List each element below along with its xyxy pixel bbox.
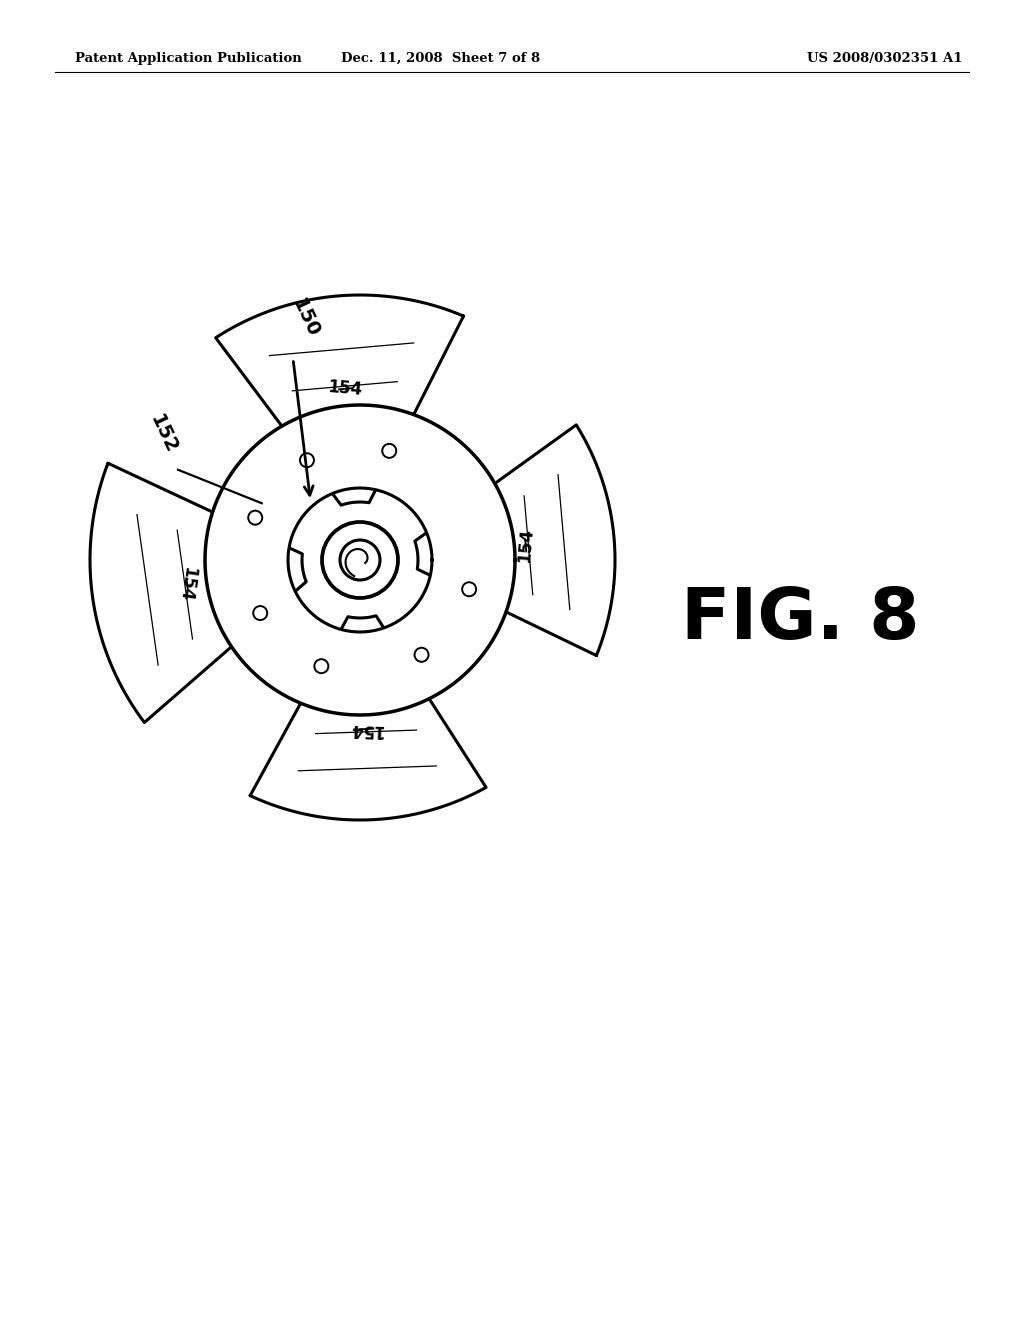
Circle shape: [314, 659, 329, 673]
Circle shape: [322, 521, 398, 598]
Circle shape: [300, 453, 314, 467]
Text: Patent Application Publication: Patent Application Publication: [75, 51, 302, 65]
Text: 154: 154: [515, 528, 537, 564]
Text: 154: 154: [176, 566, 199, 603]
Polygon shape: [205, 405, 515, 715]
Text: Dec. 11, 2008  Sheet 7 of 8: Dec. 11, 2008 Sheet 7 of 8: [341, 51, 540, 65]
Text: 154: 154: [348, 719, 384, 739]
Polygon shape: [90, 463, 306, 722]
Text: US 2008/0302351 A1: US 2008/0302351 A1: [807, 51, 963, 65]
Polygon shape: [250, 615, 486, 820]
Polygon shape: [415, 425, 615, 656]
Circle shape: [382, 444, 396, 458]
Text: 152: 152: [145, 412, 180, 457]
Circle shape: [248, 511, 262, 524]
Text: FIG. 8: FIG. 8: [681, 586, 920, 655]
Circle shape: [253, 606, 267, 620]
Circle shape: [415, 648, 429, 661]
Circle shape: [462, 582, 476, 597]
Text: 150: 150: [288, 296, 323, 341]
Text: 154: 154: [327, 379, 364, 399]
Circle shape: [340, 540, 380, 579]
Polygon shape: [216, 294, 464, 506]
